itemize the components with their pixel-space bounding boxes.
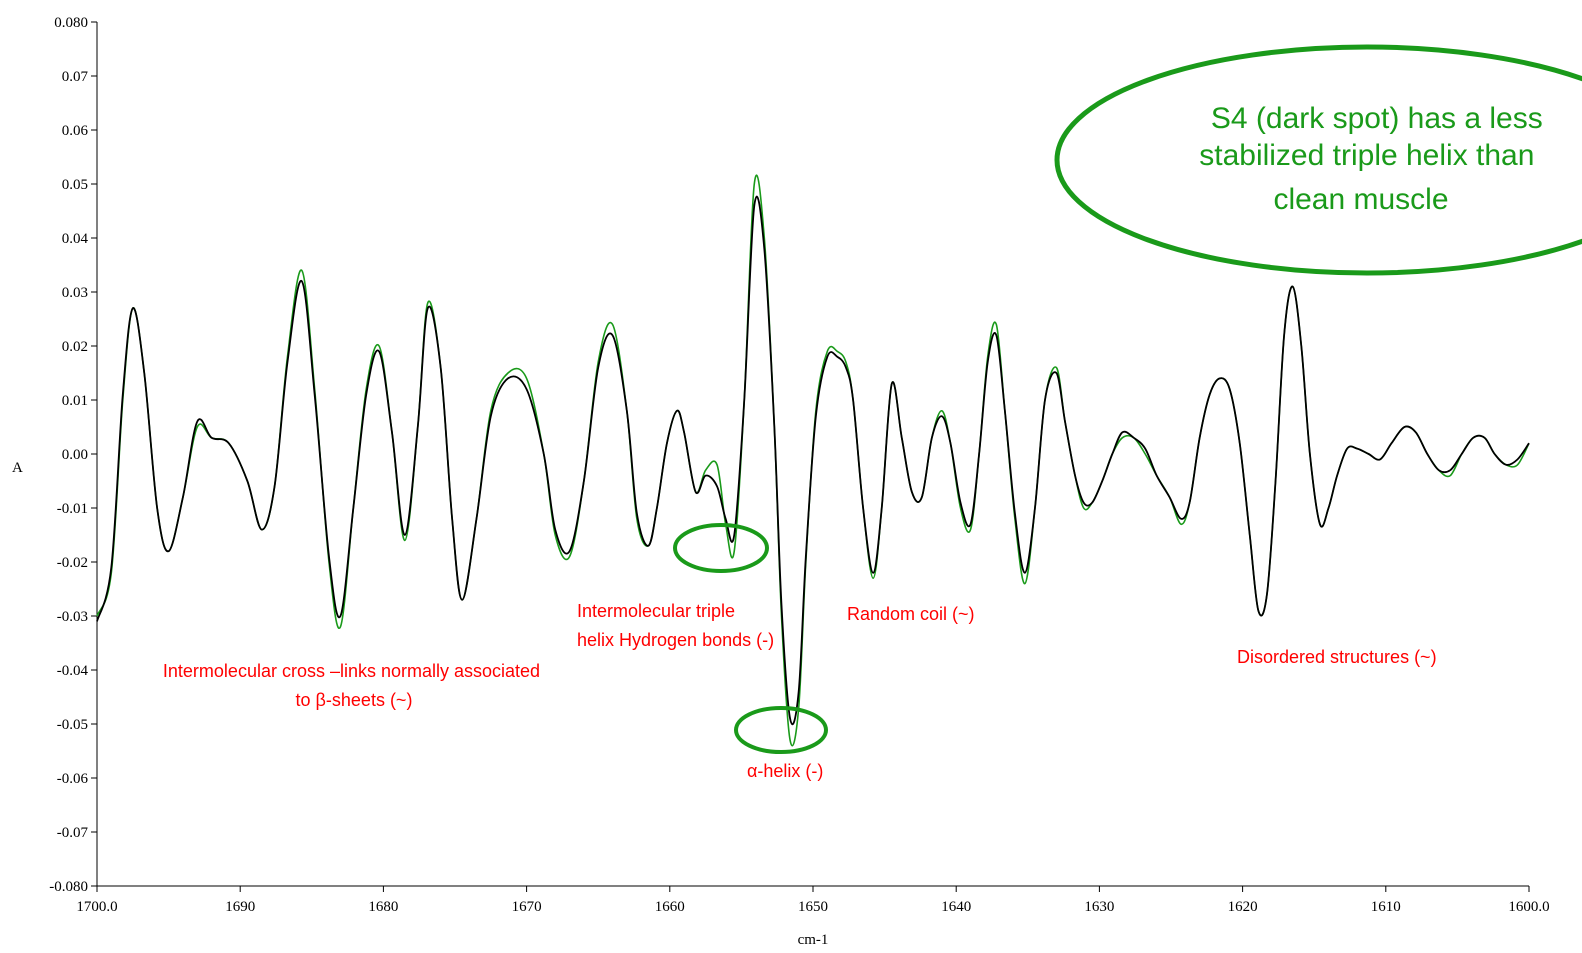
annotation-disordered: Disordered structures (~): [1237, 647, 1437, 667]
x-tick-label: 1620: [1228, 899, 1258, 915]
y-tick-label: 0.00: [62, 447, 88, 463]
y-axis-title: A: [12, 460, 23, 476]
series-line-black: [96, 195, 1530, 726]
annotation-cross-links: Intermolecular cross –links normally ass…: [163, 661, 545, 710]
x-tick-label: 1640: [941, 899, 971, 915]
series-layer: [96, 174, 1530, 747]
callout-text: S4 (dark spot) has a less stabilized tri…: [1199, 102, 1551, 216]
annotation-alpha-helix: α-helix (-): [747, 761, 823, 781]
x-tick-label: 1700.0: [76, 899, 117, 915]
y-tick-label: -0.05: [57, 717, 88, 733]
x-ticks: 1700.0 1690 1680 1670 1660 1650 1640 1630 1620 16…: [76, 886, 1550, 915]
y-tick-label: -0.03: [57, 609, 88, 625]
y-tick-label: 0.06: [62, 123, 89, 139]
x-axis-title: cm-1: [798, 932, 829, 948]
annotation-random-coil: Random coil (~): [847, 604, 975, 624]
y-tick-label: -0.06: [57, 771, 89, 787]
highlight-ellipse-triple-helix: [673, 523, 769, 573]
callout-layer: S4 (dark spot) has a less stabilized tri…: [1054, 44, 1582, 276]
annotation-layer: Intermolecular cross –links normally ass…: [163, 601, 1437, 781]
y-tick-label: 0.080: [54, 15, 88, 31]
y-tick-label: -0.07: [57, 825, 89, 841]
x-tick-label: 1610: [1371, 899, 1401, 915]
callout-ellipse: [1054, 44, 1582, 276]
y-tick-label: 0.07: [62, 69, 89, 85]
x-tick-label: 1630: [1084, 899, 1114, 915]
x-tick-label: 1660: [655, 899, 685, 915]
highlights: [673, 523, 828, 754]
y-ticks: 0.080 0.07 0.06 0.05 0.04 0.03 0.02 0.01 0.00 -0.…: [49, 15, 97, 895]
x-tick-label: 1690: [225, 899, 255, 915]
y-tick-label: 0.01: [62, 393, 88, 409]
y-tick-label: 0.05: [62, 177, 88, 193]
y-tick-label: 0.04: [62, 231, 89, 247]
y-tick-label: 0.03: [62, 285, 88, 301]
x-tick-label: 1670: [512, 899, 542, 915]
y-tick-label: -0.01: [57, 501, 88, 517]
x-tick-label: 1650: [798, 899, 828, 915]
highlight-ellipse-alpha-helix: [734, 706, 828, 754]
x-tick-label: 1600.0: [1508, 899, 1549, 915]
axes: 0.080 0.07 0.06 0.05 0.04 0.03 0.02 0.01 0.00 -0.…: [12, 15, 1550, 948]
y-tick-label: -0.04: [57, 663, 89, 679]
y-tick-label: -0.080: [49, 879, 88, 895]
x-tick-label: 1680: [368, 899, 398, 915]
annotation-triple-helix: Intermolecular triple helix Hydrogen bon…: [577, 601, 774, 650]
y-tick-label: 0.02: [62, 339, 88, 355]
y-tick-label: -0.02: [57, 555, 88, 571]
